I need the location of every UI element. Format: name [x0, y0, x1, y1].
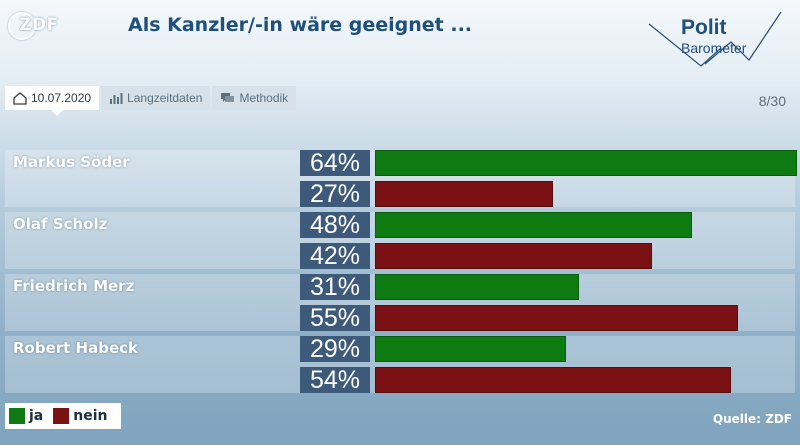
bar-nein	[375, 181, 554, 207]
bar-track	[375, 150, 800, 176]
legend-label-ja: ja	[29, 408, 44, 424]
bar-track	[375, 305, 800, 331]
bar-row-ja: 64%	[300, 150, 800, 176]
value-label-ja: 64%	[300, 150, 370, 176]
tab-langzeitdaten[interactable]: Langzeitdaten	[101, 86, 211, 110]
bar-row-ja: 29%	[300, 336, 800, 362]
tab-langzeitdaten-label: Langzeitdaten	[127, 91, 203, 105]
candidate-group: Friedrich Merz 31% 55%	[5, 274, 795, 331]
value-label-nein: 54%	[300, 367, 370, 393]
legend: ja nein	[5, 403, 121, 429]
candidate-group: Olaf Scholz 48% 42%	[5, 212, 795, 269]
bar-track	[375, 243, 800, 269]
home-icon	[13, 91, 27, 105]
chart-title: Als Kanzler/-in wäre geeignet ...	[128, 14, 473, 36]
bar-chart-icon	[110, 92, 123, 104]
tab-date[interactable]: 10.07.2020	[5, 86, 100, 116]
candidate-group: Robert Habeck 29% 54%	[5, 336, 795, 393]
politbarometer-word-polit: Polit	[681, 16, 727, 39]
value-label-ja: 48%	[300, 212, 370, 238]
page-counter: 8/30	[758, 93, 786, 109]
bar-nein	[375, 305, 738, 331]
tab-bar: 10.07.2020 Langzeitdaten Methodik	[5, 86, 298, 116]
tab-date-label: 10.07.2020	[31, 91, 92, 105]
bar-ja	[375, 274, 580, 300]
speech-bubble-icon	[221, 92, 235, 102]
value-label-ja: 31%	[300, 274, 370, 300]
candidate-group: Markus Söder 64% 27%	[5, 150, 797, 207]
candidate-name: Robert Habeck	[13, 339, 139, 357]
bar-ja	[375, 150, 797, 176]
value-label-nein: 27%	[300, 181, 370, 207]
legend-label-nein: nein	[73, 408, 108, 424]
source-note: Quelle: ZDF	[712, 412, 792, 426]
zdf-logo-ring	[8, 12, 36, 40]
bar-track	[375, 336, 800, 362]
zdf-logo-text: ZDF	[19, 15, 59, 35]
politbarometer-logo: Polit Barometer	[645, 8, 785, 70]
bar-nein	[375, 367, 732, 393]
value-label-nein: 55%	[300, 305, 370, 331]
bar-ja	[375, 212, 692, 238]
bar-row-nein: 27%	[300, 181, 800, 207]
tab-methodik-label: Methodik	[239, 91, 289, 105]
bar-track	[375, 212, 800, 238]
candidate-name: Olaf Scholz	[13, 215, 108, 233]
bar-row-ja: 48%	[300, 212, 800, 238]
candidate-name: Friedrich Merz	[13, 277, 135, 295]
politbarometer-chevron-icon	[648, 11, 782, 67]
bar-row-ja: 31%	[300, 274, 800, 300]
bar-track	[375, 181, 800, 207]
legend-swatch-ja	[9, 408, 25, 424]
legend-swatch-nein	[53, 408, 70, 424]
bar-row-nein: 55%	[300, 305, 800, 331]
bar-row-nein: 54%	[300, 367, 800, 393]
value-label-ja: 29%	[300, 336, 370, 362]
bar-track	[375, 367, 800, 393]
candidate-name: Markus Söder	[13, 153, 130, 171]
bar-nein	[375, 243, 652, 269]
bar-ja	[375, 336, 567, 362]
value-label-nein: 42%	[300, 243, 370, 269]
politbarometer-word-barometer: Barometer	[681, 40, 747, 56]
bar-track	[375, 274, 800, 300]
zdf-logo: ZDF	[8, 12, 62, 40]
bar-row-nein: 42%	[300, 243, 800, 269]
tab-methodik[interactable]: Methodik	[212, 86, 297, 110]
